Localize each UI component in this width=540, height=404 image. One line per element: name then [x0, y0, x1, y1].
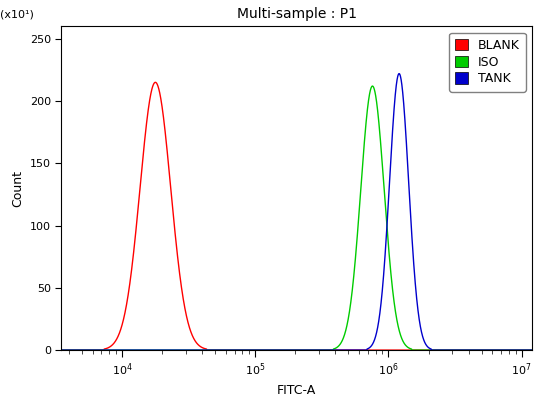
ISO	[357, 191, 364, 196]
ISO	[529, 348, 536, 353]
TANK	[82, 348, 88, 353]
ISO	[433, 348, 439, 353]
BLANK	[228, 348, 235, 353]
TANK	[357, 348, 364, 353]
Text: (x10¹): (x10¹)	[0, 10, 34, 20]
BLANK	[337, 348, 343, 353]
ISO	[228, 348, 235, 353]
BLANK	[82, 348, 88, 353]
TANK	[228, 348, 235, 353]
ISO	[407, 346, 414, 351]
TANK	[529, 348, 536, 353]
ISO	[82, 348, 88, 353]
Line: ISO: ISO	[62, 86, 532, 350]
Title: Multi-sample : P1: Multi-sample : P1	[237, 7, 357, 21]
BLANK	[152, 80, 159, 85]
BLANK	[407, 348, 414, 353]
BLANK	[529, 348, 536, 353]
ISO	[369, 84, 376, 88]
Line: TANK: TANK	[62, 74, 532, 350]
BLANK	[357, 348, 364, 353]
TANK	[433, 348, 439, 353]
ISO	[58, 348, 65, 353]
Legend: BLANK, ISO, TANK: BLANK, ISO, TANK	[449, 33, 526, 92]
ISO	[337, 342, 343, 347]
TANK	[396, 71, 402, 76]
TANK	[58, 348, 65, 353]
Line: BLANK: BLANK	[62, 82, 532, 350]
X-axis label: FITC-A: FITC-A	[277, 384, 316, 397]
TANK	[337, 348, 343, 353]
BLANK	[58, 348, 65, 353]
TANK	[407, 210, 414, 215]
BLANK	[433, 348, 439, 353]
Y-axis label: Count: Count	[11, 170, 24, 207]
